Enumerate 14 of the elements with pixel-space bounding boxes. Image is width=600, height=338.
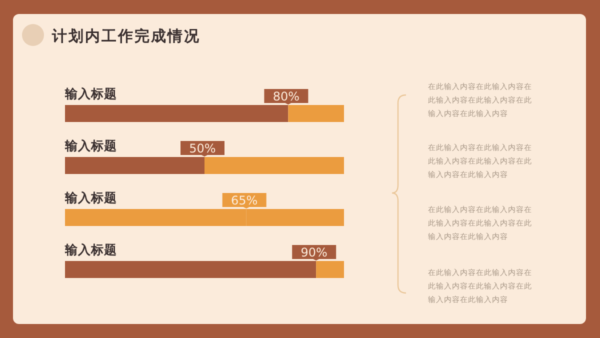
- data-label: 50%: [189, 142, 216, 156]
- y-tick-label: 输入标题: [64, 86, 117, 101]
- data-label: 65%: [231, 194, 258, 208]
- y-tick-label: 输入标题: [64, 242, 117, 257]
- y-tick-label: 输入标题: [64, 138, 117, 153]
- data-label: 80%: [272, 90, 300, 104]
- data-label: 90%: [300, 246, 328, 260]
- chart-title: 计划内工作完成情况: [51, 27, 200, 45]
- y-tick-label: 输入标题: [64, 190, 117, 205]
- bar: [65, 105, 288, 122]
- bar: [65, 261, 316, 278]
- bar: [288, 105, 344, 122]
- bar: [65, 157, 204, 174]
- bar: [204, 157, 344, 174]
